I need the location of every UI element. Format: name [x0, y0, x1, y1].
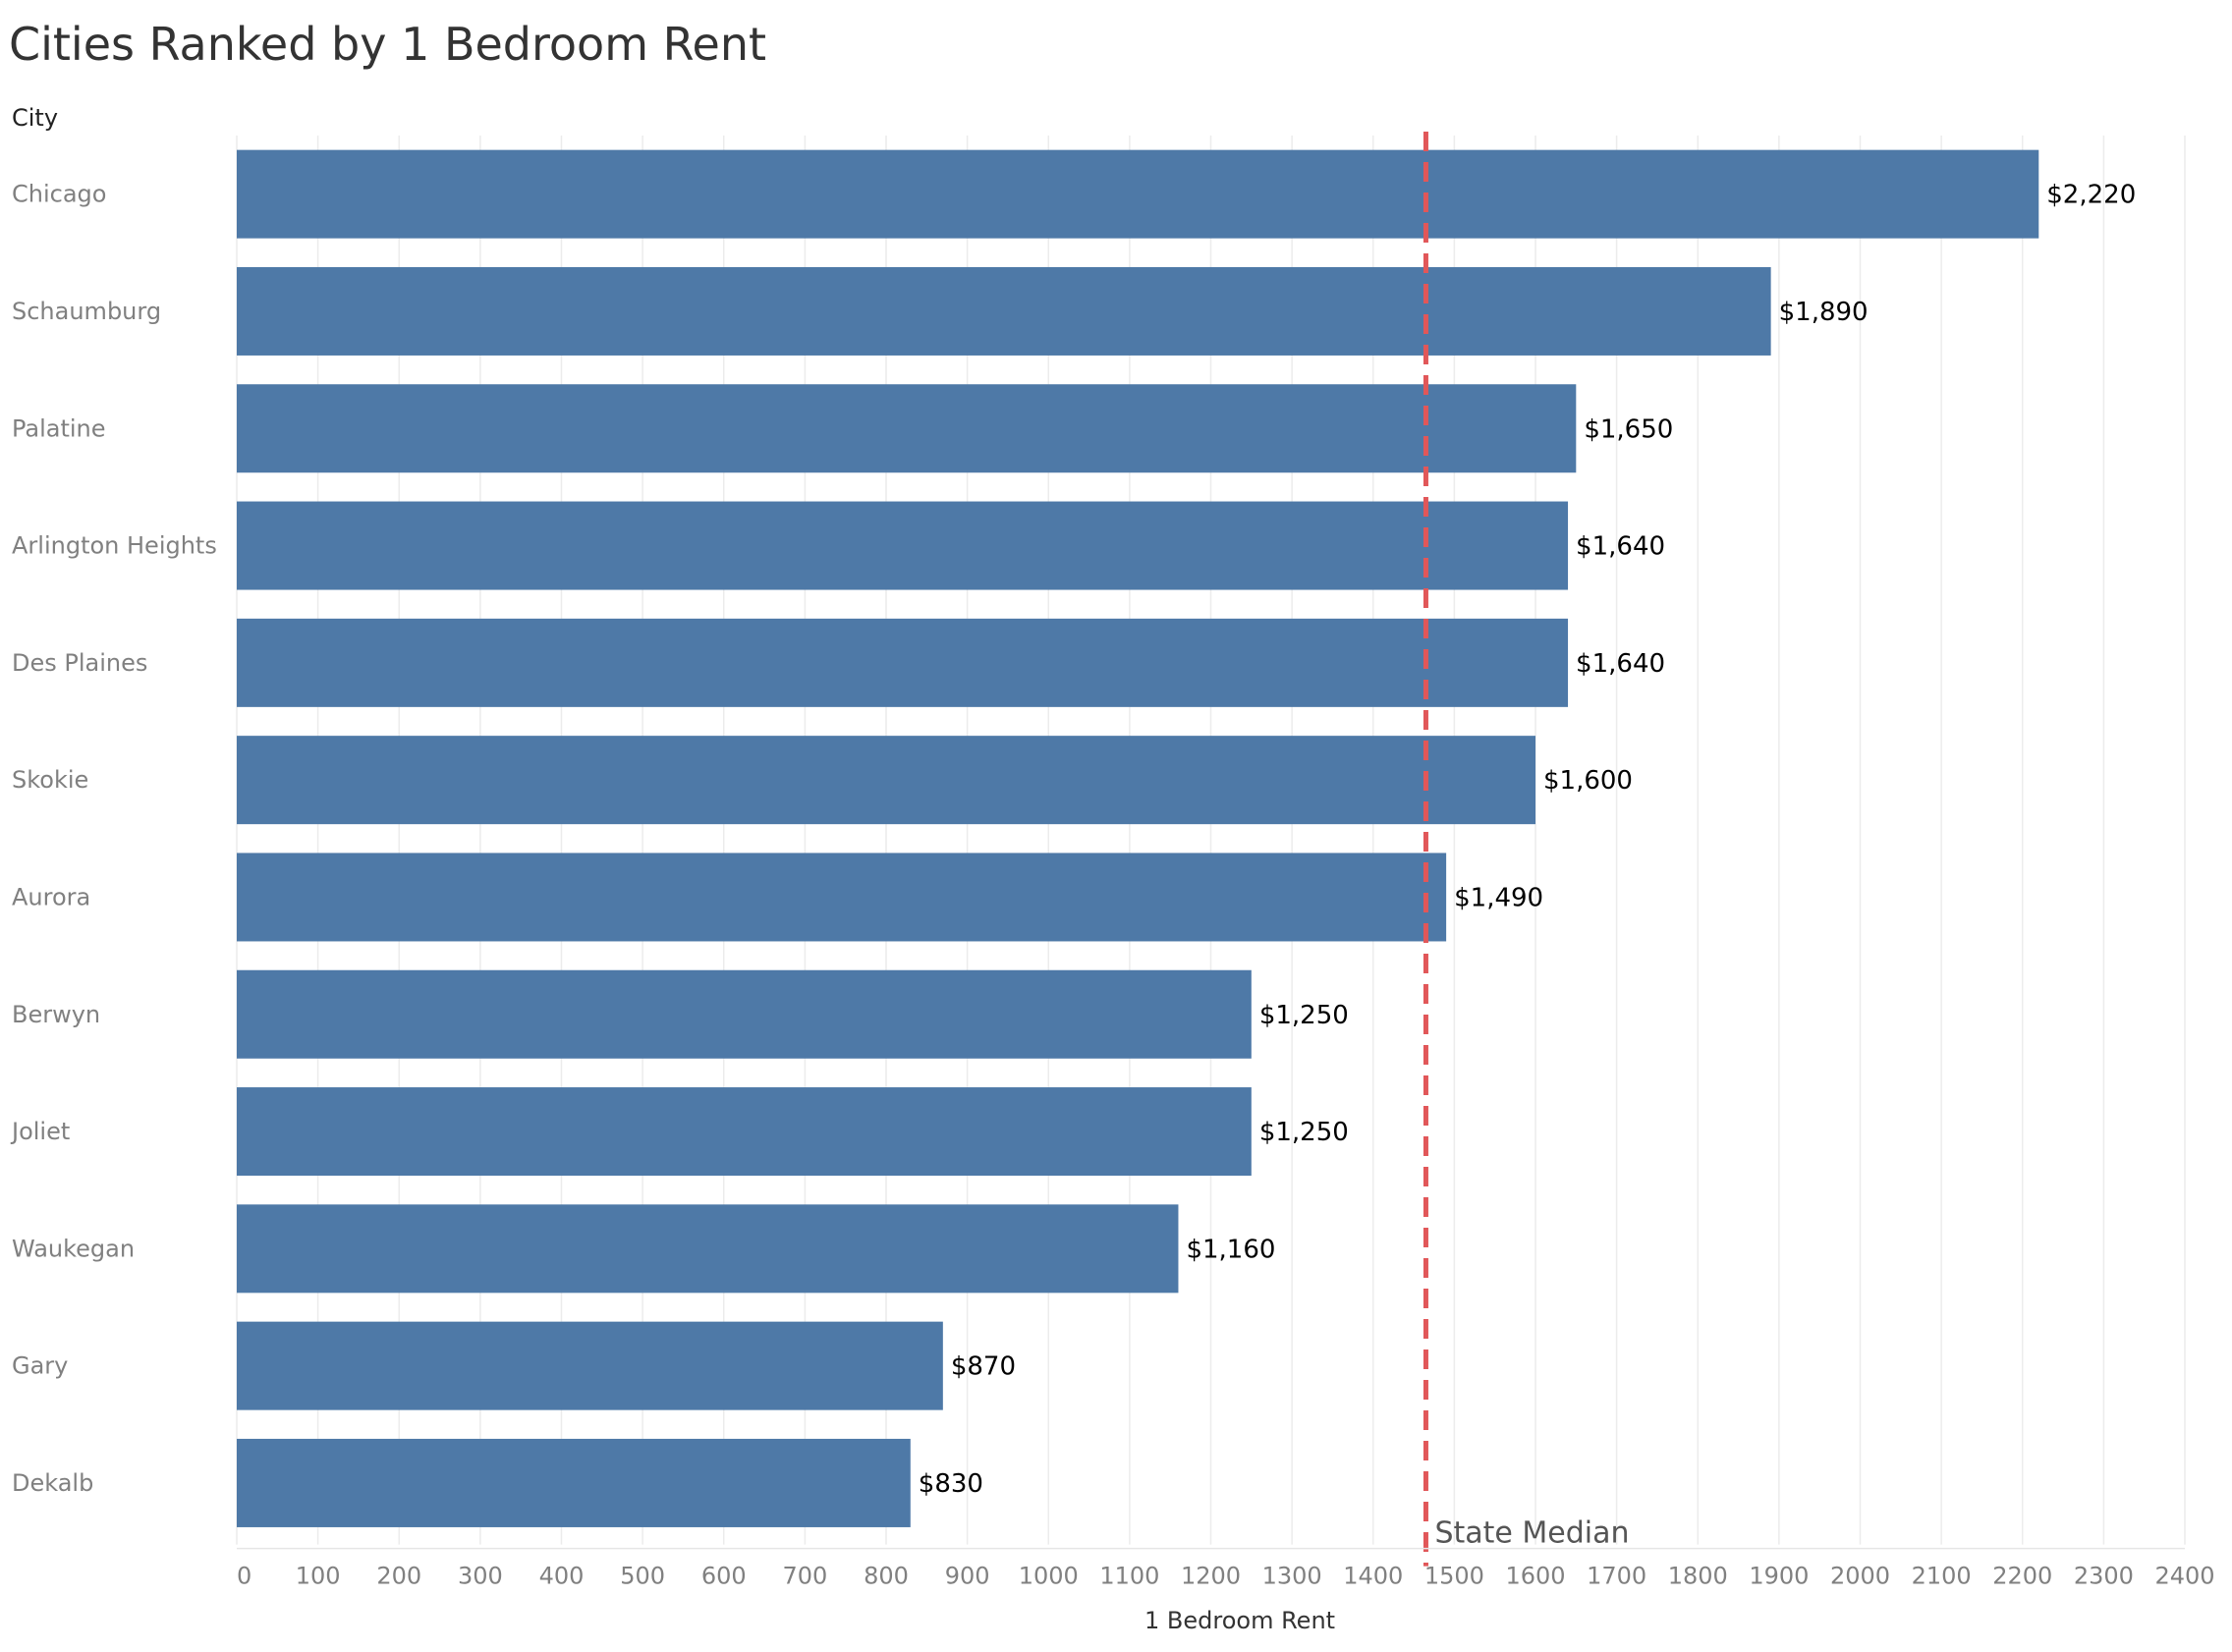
x-axis-title: 1 Bedroom Rent	[1144, 1607, 1336, 1634]
category-label: Gary	[12, 1352, 68, 1380]
bars	[237, 149, 2039, 1527]
bar	[237, 501, 1569, 590]
tick-label: 2400	[2154, 1563, 2214, 1590]
category-label: Joliet	[10, 1118, 70, 1145]
tick-label: 1400	[1343, 1563, 1403, 1590]
tick-label: 1900	[1749, 1563, 1809, 1590]
gridlines	[236, 136, 2186, 1545]
tick-label: 1600	[1505, 1563, 1565, 1590]
tick-label: 0	[237, 1563, 251, 1590]
tick-label: 1200	[1181, 1563, 1241, 1590]
bar	[237, 618, 1569, 707]
reference-line-group: State Median	[1423, 132, 1630, 1567]
tick-label: 200	[376, 1563, 421, 1590]
data-label: $1,160	[1186, 1235, 1275, 1264]
tick-label: 2100	[1912, 1563, 1972, 1590]
bar	[237, 384, 1577, 473]
category-label: Waukegan	[12, 1235, 135, 1262]
category-label: Dekalb	[12, 1469, 93, 1497]
tick-label: 1000	[1019, 1563, 1079, 1590]
data-label: $830	[919, 1469, 983, 1499]
tick-label: 2200	[1992, 1563, 2052, 1590]
tick-label: 500	[620, 1563, 665, 1590]
category-label: Aurora	[12, 883, 90, 910]
tick-label: 100	[296, 1563, 341, 1590]
data-label: $1,890	[1779, 298, 1869, 327]
tick-label: 600	[701, 1563, 747, 1590]
data-label: $1,640	[1576, 649, 1665, 679]
category-label: Des Plaines	[12, 649, 147, 677]
data-label: $1,600	[1543, 766, 1633, 796]
chart-title: Cities Ranked by 1 Bedroom Rent	[9, 18, 767, 71]
data-label: $870	[951, 1352, 1016, 1382]
tick-label: 1700	[1587, 1563, 1646, 1590]
data-label: $1,250	[1259, 1001, 1349, 1030]
tick-label: 800	[864, 1563, 909, 1590]
data-label: $1,490	[1454, 883, 1543, 912]
bar	[237, 149, 2039, 239]
tick-label: 700	[782, 1563, 827, 1590]
x-axis-ticks: 0 100 200 300 400 500 600 700 800 900 1000 1100 1200…	[237, 1547, 2215, 1590]
bar	[237, 1087, 1252, 1177]
tick-label: 1300	[1262, 1563, 1322, 1590]
tick-label: 900	[945, 1563, 990, 1590]
tick-label: 1800	[1668, 1563, 1728, 1590]
tick-label: 1100	[1099, 1563, 1159, 1590]
data-label: $1,250	[1259, 1118, 1349, 1147]
tick-label: 1500	[1424, 1563, 1484, 1590]
category-label: Chicago	[12, 181, 106, 208]
tick-label: 2000	[1830, 1563, 1890, 1590]
bar	[237, 1321, 943, 1410]
tick-label: 2300	[2074, 1563, 2134, 1590]
category-label: Palatine	[12, 414, 106, 442]
data-label: $1,640	[1576, 532, 1665, 562]
tick-label: 300	[458, 1563, 503, 1590]
category-label: Schaumburg	[12, 298, 161, 325]
data-label: $1,650	[1584, 414, 1673, 444]
bar	[237, 736, 1535, 825]
tick-label: 400	[539, 1563, 585, 1590]
category-label: Arlington Heights	[12, 532, 217, 560]
bar	[237, 853, 1447, 942]
bar	[237, 969, 1252, 1059]
bar	[237, 1438, 911, 1527]
category-label: Berwyn	[12, 1001, 100, 1028]
category-label: Skokie	[12, 766, 88, 794]
bar	[237, 266, 1771, 356]
row-header-city: City	[12, 104, 59, 132]
reference-line-label: State Median	[1434, 1516, 1629, 1551]
bar	[237, 1204, 1179, 1294]
data-label: $2,220	[2046, 181, 2136, 210]
labels: Chicago $2,220 Schaumburg $1,890 Palatine $1,…	[10, 181, 2136, 1499]
